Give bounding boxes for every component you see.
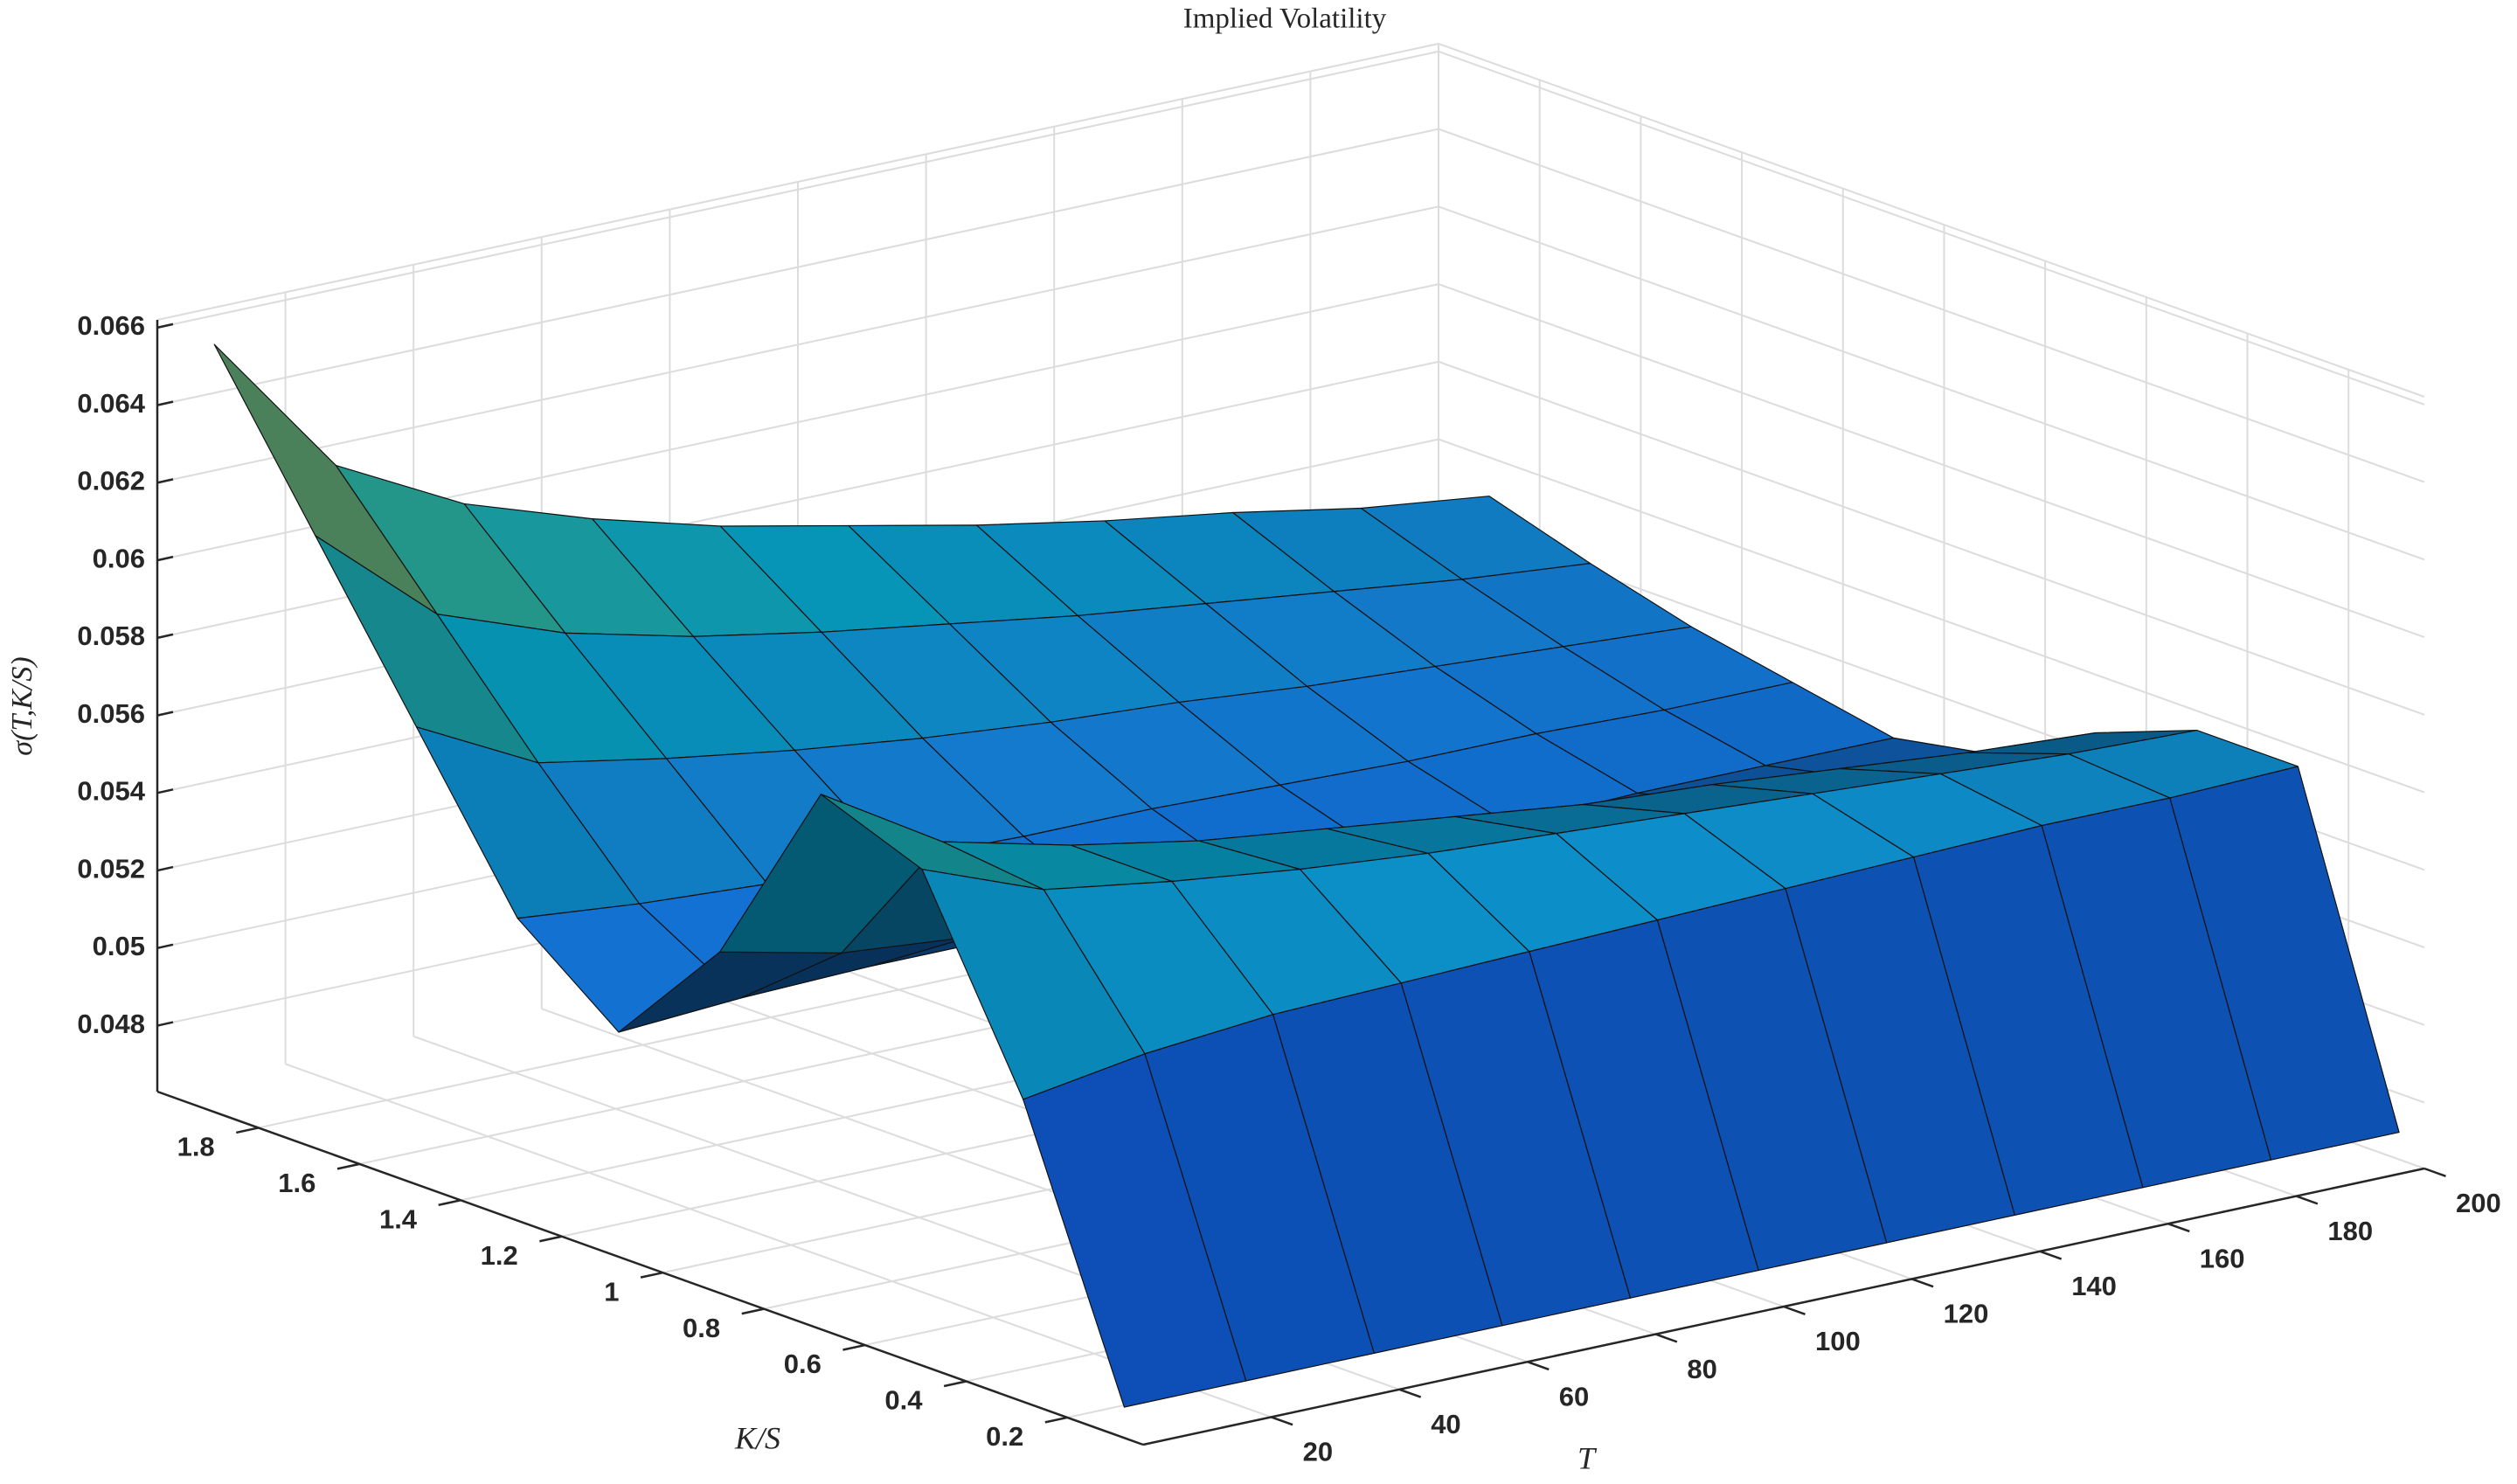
- x-tick-label: 200: [2456, 1188, 2501, 1218]
- grid-line: [1438, 205, 2425, 561]
- surface-patch: [1023, 1053, 1247, 1408]
- grid-line: [1438, 50, 2425, 406]
- z-tick-label: 0.048: [77, 1009, 145, 1039]
- x-tick-label: 40: [1431, 1409, 1460, 1439]
- chart-title: Implied Volatility: [1183, 3, 1387, 35]
- x-tick-label: 140: [2071, 1271, 2117, 1301]
- x-tick: [1271, 1416, 1293, 1426]
- x-tick: [2295, 1195, 2319, 1205]
- y-tick: [842, 1343, 866, 1351]
- y-tick: [438, 1199, 461, 1207]
- grid-line: [1438, 283, 2425, 639]
- y-tick: [741, 1307, 765, 1315]
- y-tick-label: 0.6: [784, 1349, 822, 1379]
- x-tick: [1398, 1388, 1422, 1398]
- y-axis-line: [156, 1090, 1144, 1446]
- y-tick: [236, 1127, 259, 1134]
- z-axis-label: σ(T,K/S): [6, 656, 38, 755]
- grid-line: [1438, 128, 2425, 483]
- x-tick-label: 180: [2327, 1216, 2373, 1246]
- y-axis-label: K/S: [734, 1420, 780, 1455]
- z-tick-label: 0.054: [77, 776, 145, 807]
- grid-line: [1438, 438, 2425, 794]
- grid-line: [285, 1063, 1272, 1418]
- z-tick: [156, 555, 174, 562]
- box-edge: [156, 43, 1439, 321]
- y-tick: [336, 1162, 360, 1170]
- z-tick: [156, 788, 174, 794]
- y-tick-label: 0.2: [986, 1421, 1023, 1452]
- y-tick-label: 1.4: [379, 1203, 418, 1234]
- x-tick-label: 80: [1687, 1354, 1716, 1384]
- z-tick: [156, 711, 174, 717]
- y-tick-label: 1.8: [177, 1132, 215, 1162]
- grid-line: [1438, 360, 2425, 716]
- z-tick-label: 0.06: [93, 543, 145, 573]
- z-tick-label: 0.052: [77, 853, 145, 884]
- z-tick: [156, 1021, 174, 1027]
- x-tick-label: 120: [1944, 1299, 1989, 1329]
- x-tick-label: 20: [1303, 1437, 1333, 1467]
- z-tick: [156, 478, 174, 484]
- z-tick-label: 0.056: [77, 698, 145, 729]
- z-tick: [156, 943, 174, 950]
- x-tick: [2039, 1250, 2063, 1260]
- y-tick: [539, 1235, 563, 1243]
- z-tick: [156, 865, 174, 872]
- x-tick: [1911, 1278, 1934, 1288]
- x-tick-label: 160: [2200, 1243, 2245, 1273]
- box-edge: [1438, 43, 2425, 398]
- x-tick: [1527, 1361, 1550, 1371]
- x-tick-label: 100: [1815, 1326, 1861, 1356]
- x-tick: [1783, 1305, 1806, 1315]
- y-tick: [1044, 1416, 1068, 1424]
- y-tick: [640, 1271, 663, 1279]
- z-tick-label: 0.058: [77, 621, 145, 651]
- y-tick-label: 0.8: [683, 1313, 720, 1343]
- y-tick-label: 1.6: [278, 1168, 315, 1198]
- z-tick-label: 0.066: [77, 310, 145, 341]
- z-tick: [156, 322, 174, 329]
- z-tick-label: 0.062: [77, 466, 145, 496]
- y-tick: [943, 1380, 967, 1388]
- z-tick-label: 0.064: [77, 388, 145, 419]
- x-tick: [2423, 1167, 2446, 1177]
- surface-patch: [213, 343, 438, 615]
- y-tick-label: 1: [604, 1276, 619, 1307]
- x-tick: [1654, 1333, 1678, 1343]
- x-tick: [2167, 1223, 2190, 1233]
- x-tick-label: 60: [1559, 1381, 1589, 1411]
- z-tick: [156, 400, 174, 406]
- y-tick-label: 1.2: [481, 1240, 518, 1271]
- y-tick-label: 0.4: [884, 1385, 923, 1416]
- x-axis-label: T: [1577, 1440, 1598, 1475]
- z-tick-label: 0.05: [93, 931, 145, 961]
- z-tick: [156, 633, 174, 640]
